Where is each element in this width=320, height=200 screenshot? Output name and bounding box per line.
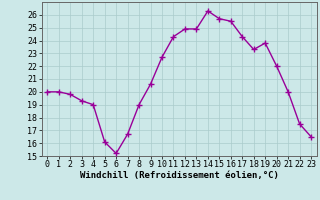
X-axis label: Windchill (Refroidissement éolien,°C): Windchill (Refroidissement éolien,°C) bbox=[80, 171, 279, 180]
